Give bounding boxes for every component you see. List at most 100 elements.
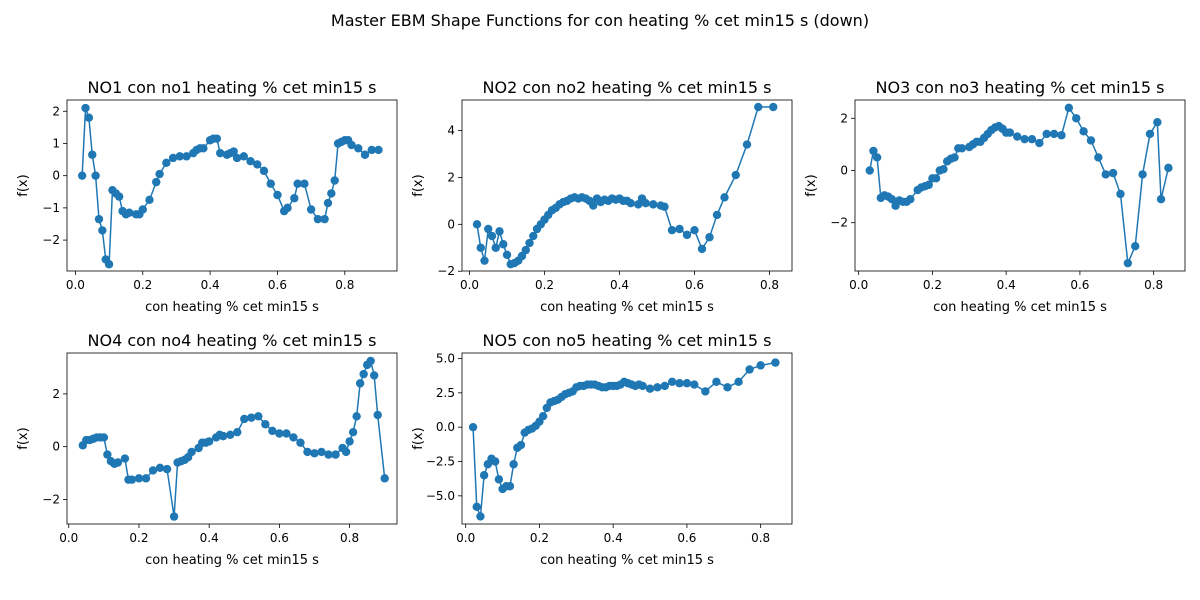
x-tick-label: 0.8 [760, 278, 779, 292]
data-point [1156, 195, 1166, 204]
data-point [660, 202, 669, 211]
data-point [320, 214, 329, 224]
data-point [931, 174, 941, 183]
data-point [247, 413, 256, 422]
y-tick-label: 2 [52, 387, 60, 401]
data-point [771, 358, 780, 367]
axes-frame [66, 352, 398, 525]
data-point [310, 449, 319, 458]
data-point [538, 411, 548, 421]
axes-frame [461, 99, 793, 272]
data-point [94, 214, 104, 224]
data-point [113, 458, 123, 467]
figure-suptitle: Master EBM Shape Functions for con heati… [331, 11, 869, 30]
data-point [347, 140, 356, 150]
x-tick-label: 0.0 [66, 278, 85, 292]
data-point [261, 420, 270, 429]
data-point [1005, 128, 1015, 137]
x-axis-label: con heating % cet min15 s [933, 300, 1107, 315]
x-tick-label: 0.4 [200, 531, 219, 545]
data-point [296, 438, 305, 447]
data-point [1123, 258, 1133, 268]
data-point [525, 238, 534, 248]
x-axis-label: con heating % cet min15 s [145, 553, 319, 568]
data-point [494, 475, 504, 484]
data-point [327, 189, 336, 198]
data-point [906, 195, 915, 204]
x-tick-label: 0.4 [997, 278, 1016, 292]
axes-frame [854, 99, 1186, 272]
data-point [1108, 168, 1118, 178]
x-tick-label: 0.0 [849, 278, 868, 292]
data-point [939, 164, 948, 174]
data-point [359, 369, 368, 379]
data-point [1035, 138, 1044, 148]
data-point [99, 433, 109, 442]
data-point [1145, 129, 1155, 139]
data-point [529, 231, 538, 241]
y-tick-label: 2.5 [436, 386, 455, 400]
data-point [865, 166, 874, 175]
subplot-grid: NO1 con no1 heating % cet min15 s 0.0 0.2 0… [16, 78, 1186, 568]
data-point [667, 225, 677, 235]
data-point [229, 147, 238, 156]
data-point [275, 429, 284, 438]
data-point [366, 356, 375, 366]
y-tick-label: −2 [42, 233, 60, 247]
data-point [134, 474, 144, 483]
data-point [1049, 129, 1059, 139]
data-point [1116, 189, 1125, 199]
data-point [293, 179, 302, 188]
y-tick-label: 5.0 [436, 351, 455, 365]
data-point [468, 422, 478, 432]
subplot-title: NO4 con no4 heating % cet min15 s [88, 331, 377, 350]
series-line [869, 106, 1170, 267]
x-tick-label: 0.0 [59, 531, 78, 545]
data-point [324, 450, 333, 459]
x-tick-label: 0.8 [335, 278, 354, 292]
data-point [626, 199, 635, 208]
subplot-title: NO5 con no5 heating % cet min15 s [483, 331, 772, 350]
y-tick-label: 2 [840, 111, 848, 125]
data-point [720, 193, 729, 202]
y-tick-label: −5.0 [426, 489, 455, 503]
data-point [690, 380, 699, 389]
y-tick-label: −2.5 [426, 455, 455, 469]
x-tick-label: 0.2 [923, 278, 942, 292]
x-tick-label: 0.4 [201, 278, 220, 292]
x-tick-label: 0.8 [1144, 278, 1163, 292]
data-point [1094, 153, 1103, 162]
data-point [341, 447, 351, 457]
subplot-3: NO3 con no3 heating % cet min15 s 0.0 0.2 0… [804, 78, 1186, 315]
x-tick-label: 0.4 [604, 531, 623, 545]
data-point [697, 244, 707, 254]
data-point [380, 474, 389, 483]
series-line [476, 106, 774, 266]
data-point [734, 377, 743, 387]
data-point [317, 447, 326, 457]
y-tick-label: 0 [52, 440, 60, 454]
data-point [175, 152, 185, 161]
data-point [91, 171, 100, 180]
data-point [701, 387, 710, 396]
data-point [216, 148, 225, 158]
data-point [682, 379, 692, 388]
data-point [283, 203, 292, 213]
y-axis-label: f(x) [804, 174, 819, 196]
data-point [476, 512, 485, 521]
data-point [104, 260, 114, 269]
x-tick-label: 0.0 [460, 278, 479, 292]
data-point [162, 464, 172, 474]
data-point [254, 412, 263, 421]
subplot-2: NO2 con no2 heating % cet min15 s 0.0 0.2 0… [411, 78, 793, 315]
data-point [1164, 163, 1173, 173]
data-point [155, 463, 165, 472]
data-point [187, 447, 196, 457]
x-tick-label: 0.2 [535, 278, 554, 292]
data-point [957, 144, 967, 153]
data-point [638, 381, 647, 391]
x-tick-label: 0.2 [133, 278, 152, 292]
y-tick-label: 4 [447, 123, 455, 137]
series-line [81, 107, 379, 267]
